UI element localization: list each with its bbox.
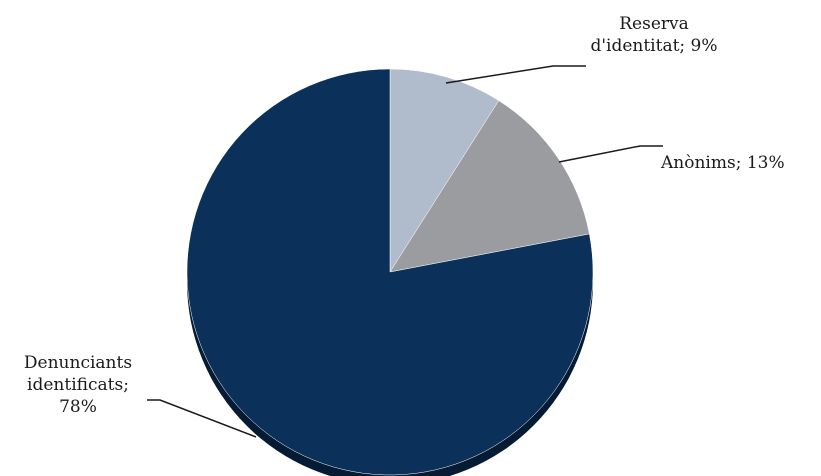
data-label-line: identificats;: [27, 375, 129, 395]
data-label: Reserva d'identitat; 9%: [590, 14, 717, 56]
leader-line: [445, 65, 586, 84]
data-label: Denunciants identificats; 78%: [24, 353, 132, 417]
pie-slice-anonims: [389, 100, 590, 273]
data-label-line: Denunciants: [24, 353, 132, 373]
leader-line: [147, 399, 257, 438]
pie-slice-denunciants-identificats: [186, 68, 594, 476]
data-label-line: d'identitat; 9%: [590, 36, 717, 56]
data-label: Anònims; 13%: [660, 153, 785, 173]
data-label-line: Anònims; 13%: [660, 153, 785, 173]
data-label-line: Reserva: [619, 14, 689, 34]
pie-slice-reserva-d-identitat: [389, 68, 500, 273]
data-label-line: 78%: [59, 397, 97, 417]
leader-line: [558, 145, 663, 163]
